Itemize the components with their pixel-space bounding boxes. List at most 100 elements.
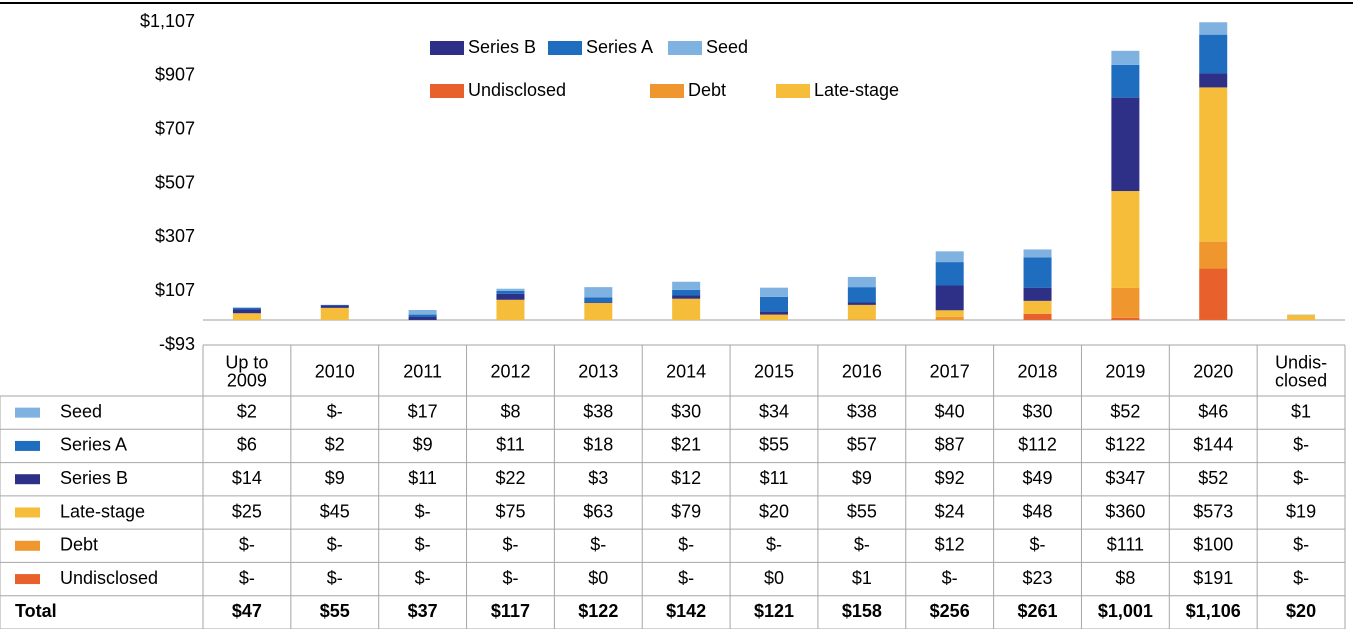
table-cell: $18 [583, 435, 613, 455]
row-label: Debt [60, 535, 98, 555]
table-cell: $11 [760, 468, 789, 488]
bar-segment [672, 295, 701, 299]
table-cell: $- [766, 535, 782, 555]
table-cell: $22 [495, 468, 525, 488]
table-cell: $55 [847, 501, 877, 521]
y-tick-label: $307 [155, 226, 195, 246]
bar-segment [408, 317, 437, 320]
bar-segment [1111, 287, 1140, 318]
table-cell: $45 [320, 501, 350, 521]
table-cell: $- [327, 401, 343, 421]
legend-swatch [548, 41, 582, 55]
row-label: Total [15, 601, 57, 621]
bar-segment [672, 289, 701, 296]
y-tick-label: $707 [155, 118, 195, 138]
table-cell: $- [239, 568, 255, 588]
table-total: $256 [930, 601, 970, 621]
bar-segment [496, 288, 525, 291]
table-total: $1,106 [1186, 601, 1241, 621]
table-cell: $30 [671, 401, 701, 421]
table-cell: $8 [500, 401, 520, 421]
bar-segment [1199, 87, 1228, 242]
table-swatch [15, 507, 40, 518]
table-total: $20 [1286, 601, 1316, 621]
table-cell: $- [502, 535, 518, 555]
x-tick-label: 2013 [578, 361, 618, 381]
legend-swatch [430, 84, 464, 98]
bar-segment [1023, 300, 1052, 314]
row-label: Seed [60, 401, 102, 421]
table-cell: $9 [852, 468, 872, 488]
bar-segment [584, 303, 613, 320]
table-swatch [15, 407, 40, 418]
bar-segment [1111, 97, 1140, 192]
table-cell: $19 [1286, 501, 1316, 521]
table-cell: $0 [588, 568, 608, 588]
table-cell: $57 [847, 435, 877, 455]
x-tick-label: 2016 [842, 361, 882, 381]
legend-swatch [668, 41, 702, 55]
bar-segment [232, 309, 261, 314]
bar-segment [760, 311, 788, 315]
bar-segment [847, 287, 876, 303]
bar-segment [1199, 73, 1228, 88]
table-cell: $92 [935, 468, 965, 488]
bar-segment [1023, 249, 1052, 258]
bar-segment [496, 299, 525, 320]
table-cell: $- [1293, 568, 1309, 588]
table-cell: $1 [852, 568, 872, 588]
legend-label: Late-stage [814, 80, 899, 100]
table-cell: $20 [759, 501, 789, 521]
table-cell: $75 [495, 501, 525, 521]
table-cell: $2 [325, 435, 345, 455]
table-cell: $- [415, 568, 431, 588]
bar-segment [760, 287, 788, 297]
x-tick-label: 2015 [754, 361, 794, 381]
table-cell: $- [678, 535, 694, 555]
bar-segment [232, 307, 261, 310]
table-cell: $79 [671, 501, 701, 521]
table-cell: $111 [1107, 535, 1144, 555]
table-cell: $63 [583, 501, 613, 521]
row-label: Undisclosed [60, 568, 158, 588]
bar-segment [1111, 191, 1140, 288]
legend-label: Seed [706, 37, 748, 57]
bar-segment [847, 276, 876, 288]
table-cell: $34 [759, 401, 789, 421]
table-total: $1,001 [1098, 601, 1153, 621]
x-tick-label: 2010 [315, 361, 355, 381]
row-label: Series A [60, 435, 127, 455]
table-cell: $- [327, 535, 343, 555]
x-tick-label: 2011 [403, 361, 442, 381]
table-cell: $191 [1193, 568, 1233, 588]
table-cell: $24 [935, 501, 965, 521]
table-total: $158 [842, 601, 882, 621]
bar-segment [672, 281, 701, 290]
table-cell: $- [415, 501, 431, 521]
table-cell: $14 [232, 468, 262, 488]
y-tick-label: $1,107 [140, 11, 195, 31]
x-tick-label: 2017 [930, 361, 970, 381]
table-total: $55 [320, 601, 350, 621]
x-tick-label: 2019 [1105, 361, 1145, 381]
table-total: $47 [232, 601, 262, 621]
table-cell: $- [1293, 435, 1309, 455]
table-cell: $6 [237, 435, 257, 455]
bar-segment [935, 316, 964, 320]
table-cell: $- [327, 568, 343, 588]
table-cell: $1 [1291, 401, 1311, 421]
bar-segment [935, 251, 964, 263]
table-cell: $360 [1105, 501, 1145, 521]
table-cell: $- [590, 535, 606, 555]
table-cell: $8 [1115, 568, 1135, 588]
x-tick-label: 2012 [490, 361, 530, 381]
table-total: $117 [491, 601, 530, 621]
x-tick-label: 2014 [666, 361, 706, 381]
bar-segment [847, 302, 876, 305]
x-tick-label: 2018 [1018, 361, 1058, 381]
table-cell: $- [1293, 468, 1309, 488]
table-swatch [15, 540, 40, 551]
bar-segment [847, 304, 876, 320]
table-cell: $46 [1198, 401, 1228, 421]
